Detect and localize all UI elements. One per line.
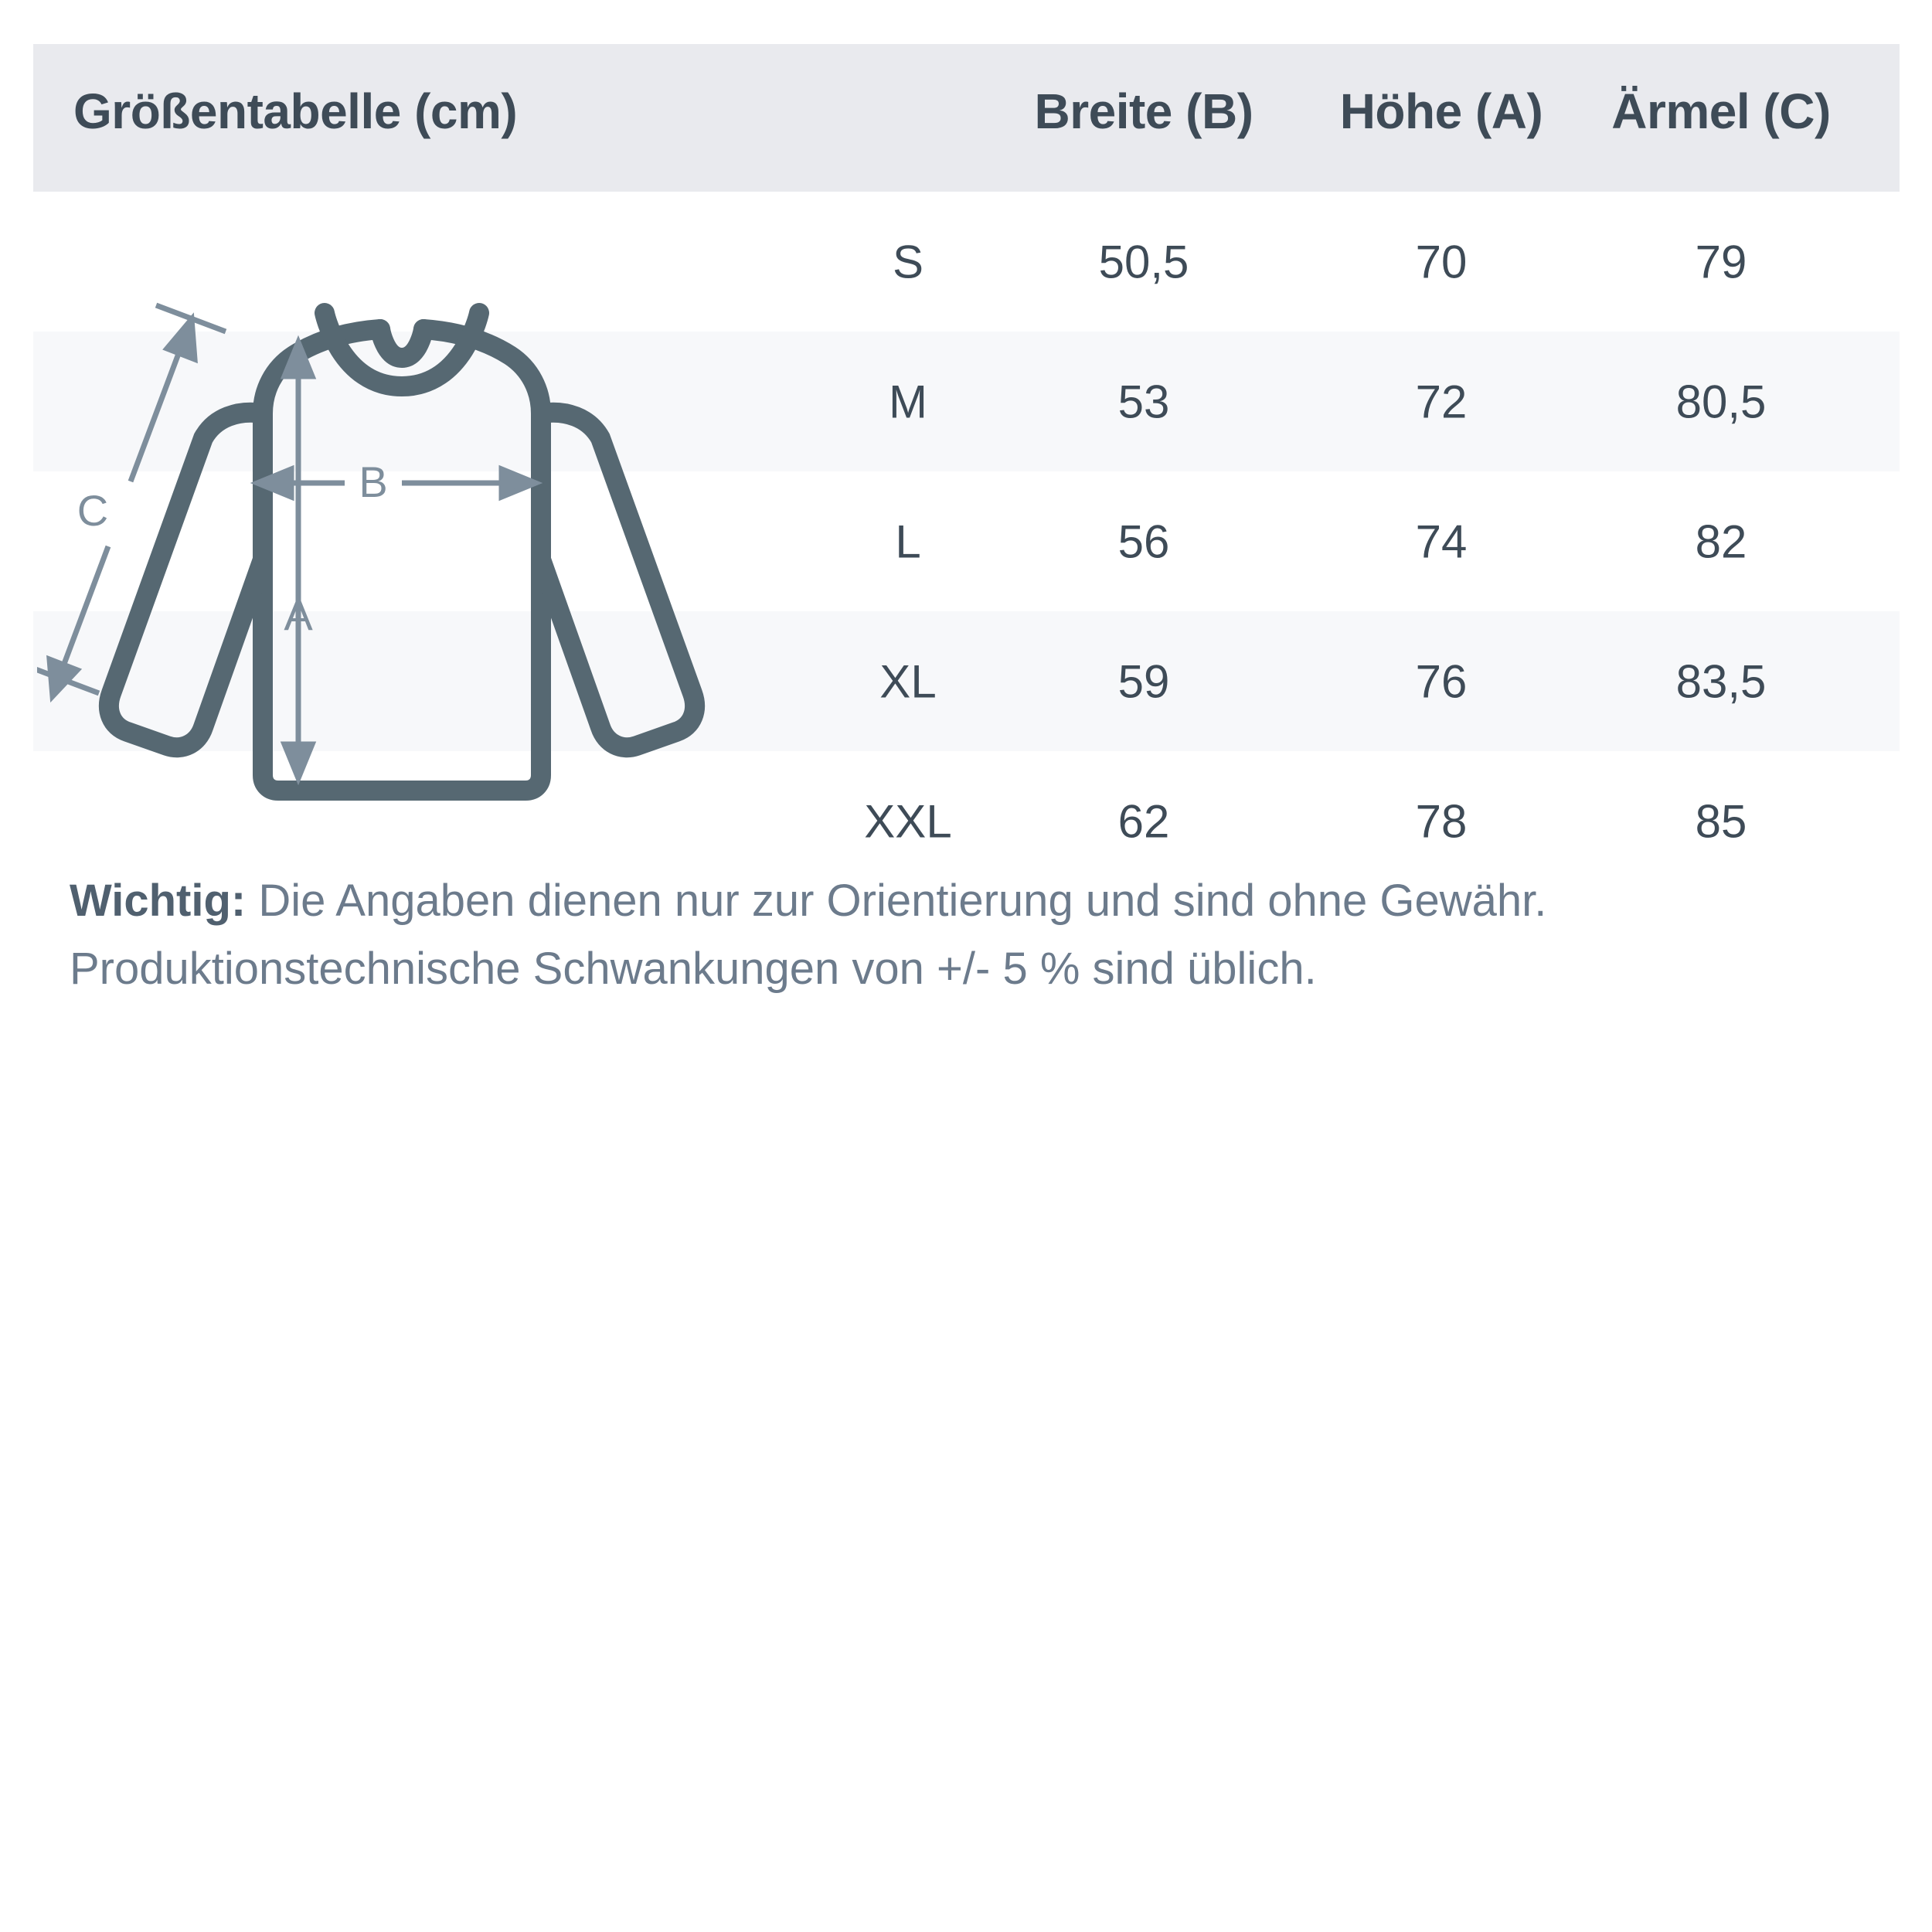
cell-hoehe: 78	[1415, 795, 1468, 847]
table-row: L 56 74 82	[33, 471, 1900, 611]
label-b: B	[359, 457, 387, 506]
label-a: A	[284, 590, 313, 639]
cell-aermel: 79	[1695, 236, 1747, 287]
dimension-arrows	[37, 302, 543, 786]
disclaimer-line-1: Die Angaben dienen nur zur Orientierung …	[246, 876, 1547, 926]
cell-size: S	[892, 236, 924, 287]
cell-breite: 59	[1117, 655, 1170, 707]
table-header-band: Größentabelle (cm) Breite (B) Höhe (A) Ä…	[33, 44, 1900, 192]
long-sleeve-shirt-icon: B A C	[37, 259, 764, 811]
arrow-height-a	[280, 335, 317, 786]
cell-hoehe: 76	[1415, 655, 1468, 707]
size-table-body: S 50,5 70 79 M 53 72 80,5 L 56 74 82 XL …	[33, 192, 1900, 891]
cell-hoehe: 72	[1415, 376, 1468, 427]
cell-size: L	[895, 515, 921, 567]
cell-aermel: 80,5	[1675, 376, 1767, 427]
disclaimer-bold-prefix: Wichtig:	[70, 876, 247, 926]
cell-hoehe: 74	[1415, 515, 1468, 567]
cell-hoehe: 70	[1415, 236, 1468, 287]
cell-size: XL	[879, 655, 937, 707]
cell-size: M	[889, 376, 927, 427]
arrow-width-b	[250, 464, 543, 502]
cell-breite: 62	[1117, 795, 1170, 847]
column-header-aermel: Ärmel (C)	[1611, 83, 1831, 139]
dimension-labels: B A C	[77, 457, 388, 639]
disclaimer-line-2: Produktionstechnische Schwankungen von +…	[70, 944, 1317, 994]
table-row: S 50,5 70 79	[33, 192, 1900, 332]
label-c: C	[77, 486, 108, 535]
column-header-hoehe: Höhe (A)	[1339, 83, 1543, 139]
cell-breite: 50,5	[1098, 236, 1189, 287]
cell-aermel: 82	[1695, 515, 1747, 567]
cell-breite: 56	[1117, 515, 1170, 567]
page-title: Größentabelle (cm)	[73, 83, 518, 139]
column-header-breite: Breite (B)	[1034, 83, 1253, 139]
table-row: XXL 62 78 85	[33, 751, 1900, 891]
disclaimer-note: Wichtig: Die Angaben dienen nur zur Orie…	[70, 867, 1870, 1003]
arrow-sleeve-c	[37, 302, 227, 703]
shirt-outline	[99, 303, 705, 801]
cell-size: XXL	[864, 795, 952, 847]
cell-aermel: 83,5	[1675, 655, 1767, 707]
cell-aermel: 85	[1695, 795, 1747, 847]
table-row: XL 59 76 83,5	[33, 611, 1900, 751]
cell-breite: 53	[1117, 376, 1170, 427]
